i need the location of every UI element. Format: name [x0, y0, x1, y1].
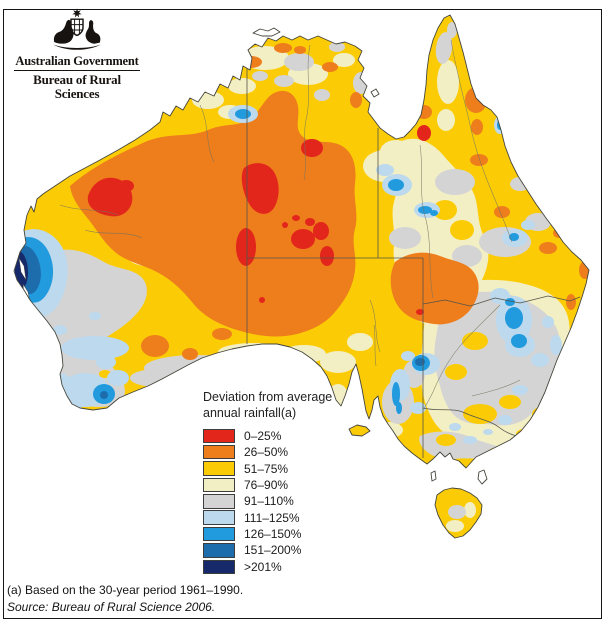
legend-label: 76–90% — [244, 477, 289, 492]
legend-title: Deviation from average annual rainfall(a… — [203, 389, 378, 421]
legend-swatch — [203, 444, 235, 460]
map-region-orange-layer — [70, 43, 589, 360]
legend-item: >201% — [203, 559, 378, 575]
legend-swatch — [203, 461, 235, 476]
header-rule — [14, 70, 140, 71]
king-island — [430, 470, 437, 482]
footer-block: (a) Based on the 30-year period 1961–199… — [7, 582, 243, 616]
legend-swatch — [203, 510, 235, 525]
map-region-lightblue-layer — [14, 105, 562, 444]
footnote: (a) Based on the 30-year period 1961–199… — [7, 583, 244, 597]
legend-label: 51–75% — [244, 461, 289, 476]
legend-item: 26–50% — [203, 444, 378, 460]
legend-label: 126–150% — [244, 527, 302, 542]
legend-swatch — [203, 526, 235, 542]
legend-label: 91–110% — [244, 494, 294, 509]
coastlines — [13, 14, 590, 539]
legend-swatch — [203, 477, 235, 493]
header-block: Australian Government Bureau of Rural Sc… — [14, 6, 140, 101]
legend-rows: 0–25% 26–50% 51–75% 76–90% 91–110% 111–125% 12… — [203, 428, 378, 575]
tasmania-coastline — [434, 487, 483, 539]
legend-title-line2: annual rainfall(a) — [203, 406, 297, 420]
legend-item: 51–75% — [203, 461, 378, 476]
australian-coat-of-arms-icon — [53, 8, 101, 50]
tiwi-islands — [252, 27, 281, 37]
legend-item: 91–110% — [203, 494, 378, 509]
legend-label: 0–25% — [244, 428, 282, 443]
kangaroo-island — [348, 424, 371, 437]
legend-item: 151–200% — [203, 543, 378, 558]
legend-item: 0–25% — [203, 428, 378, 443]
legend-item: 126–150% — [203, 526, 378, 542]
river-lines — [59, 39, 521, 410]
legend-item: 76–90% — [203, 477, 378, 493]
legend-label: 26–50% — [244, 445, 289, 460]
mainland-coastline — [13, 14, 590, 469]
flinders-island — [477, 469, 488, 485]
legend-swatch — [203, 428, 235, 443]
map-region-red-layer — [87, 125, 431, 315]
legend-swatch — [203, 494, 235, 509]
legend-swatch — [203, 543, 235, 558]
department-name: Bureau of Rural Sciences — [33, 72, 121, 101]
legend-item: 111–125% — [203, 510, 378, 525]
groote-eylandt — [370, 88, 380, 98]
legend-title-line1: Deviation from average — [203, 390, 333, 404]
source-note: Source: Bureau of Rural Science 2006. — [7, 600, 216, 614]
legend-label: >201% — [244, 559, 282, 574]
legend-label: 111–125% — [244, 510, 300, 525]
legend-label: 151–200% — [244, 543, 302, 558]
legend-swatch — [203, 559, 235, 575]
agency-name: Australian Government — [15, 54, 139, 68]
map-legend: Deviation from average annual rainfall(a… — [203, 389, 378, 577]
